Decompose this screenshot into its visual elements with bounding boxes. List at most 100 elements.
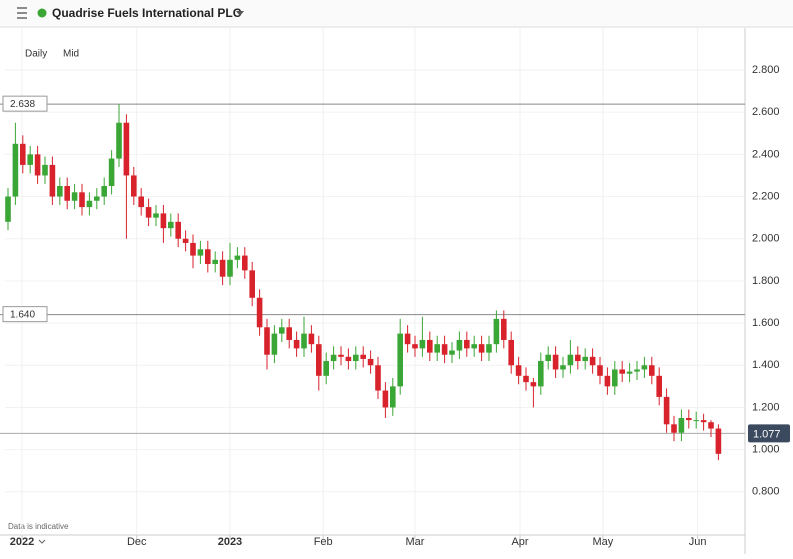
candle-body [419,339,426,349]
status-dot [37,8,47,18]
candle-body [515,365,522,376]
candle-body [160,213,167,229]
candle-body [57,185,63,197]
candle-body [168,221,174,229]
reference-label-box [2,306,48,323]
candle-body [626,371,633,374]
candle-body [486,344,492,353]
instrument-title[interactable]: Quadrise Fuels International PLC [52,6,242,20]
candle-body [471,344,477,349]
candle-body [301,333,307,349]
candle-body [597,365,603,376]
candle-body [234,255,241,260]
candle-body [153,213,159,218]
x-tick-label: Mar [405,536,424,548]
year-dropdown[interactable] [38,539,46,544]
last-price-box [748,424,790,443]
candle-body [27,154,33,165]
candle-body [412,344,418,349]
interval[interactable]: Daily [25,49,47,60]
candle-body [493,318,500,345]
reference-label-box [2,95,48,112]
candle-body [79,192,85,208]
candle-body [330,354,337,362]
candle-body [190,242,196,256]
candle-body [612,369,618,387]
y-tick-label: 2.400 [752,148,780,160]
title-dropdown[interactable] [236,11,244,16]
candle-body [308,333,315,345]
last-price-label: 1.077 [753,428,781,440]
candle-body [279,327,285,334]
candle-body [264,327,270,355]
y-tick-label: 2.600 [752,106,780,118]
candle-body [86,200,93,208]
candle-body [323,361,329,376]
toolbar [0,0,793,27]
candle-body [678,417,685,433]
candle-body [538,361,544,387]
candle-body [12,143,19,197]
candle-body [175,221,181,239]
candle-body [94,196,100,201]
price-type[interactable]: Mid [63,49,79,60]
candle-body [212,259,218,265]
candle-body [427,339,433,353]
candle-body [456,339,463,351]
candle-body [101,185,107,197]
candle-body [5,196,11,222]
candle-body [123,122,130,176]
candle-body [64,185,70,201]
candle-body [286,327,292,340]
candle-body [145,207,152,218]
candle-body [345,356,352,362]
x-tick-label: 2022 [10,536,34,548]
candle-body [360,354,366,359]
y-tick-label: 1.000 [752,444,780,456]
candle-body [708,422,714,429]
candle-body [404,333,411,345]
candle-body [49,164,56,197]
candle-body [715,428,722,454]
candle-body [671,424,677,433]
candle-body [478,344,485,353]
candle-body [227,259,233,277]
candle-body [338,354,344,357]
candle-body [434,344,440,353]
y-tick-label: 1.600 [752,317,780,329]
x-tick-label: Jun [689,536,707,548]
candle-body [316,344,322,376]
candle-body [530,382,537,387]
candle-body [182,238,189,243]
candle-body [589,356,596,366]
x-tick-label: May [593,536,614,548]
candle-body [42,164,48,176]
candle-body [390,386,396,408]
candle-body [219,259,226,277]
menu-icon[interactable] [17,7,27,19]
candle-body [367,358,374,366]
candle-body [582,356,588,362]
candle-body [242,255,248,271]
candle-body [375,365,381,391]
candle-body [34,154,41,176]
reference-label: 2.638 [10,99,35,110]
candle-body [634,369,640,372]
y-tick-label: 0.800 [752,486,780,498]
candle-body [545,354,551,362]
reference-label: 1.640 [10,309,35,320]
candle-body [71,192,78,201]
candle-body [686,417,692,421]
y-tick-label: 1.200 [752,401,780,413]
candle-body [567,354,574,366]
candle-body [604,375,611,387]
candle-body [693,420,699,422]
candle-body [508,339,514,366]
candle-body [700,420,707,423]
candle-body [293,339,300,349]
candle-body [464,339,470,349]
candle-body [523,375,529,383]
y-tick-label: 2.200 [752,190,780,202]
